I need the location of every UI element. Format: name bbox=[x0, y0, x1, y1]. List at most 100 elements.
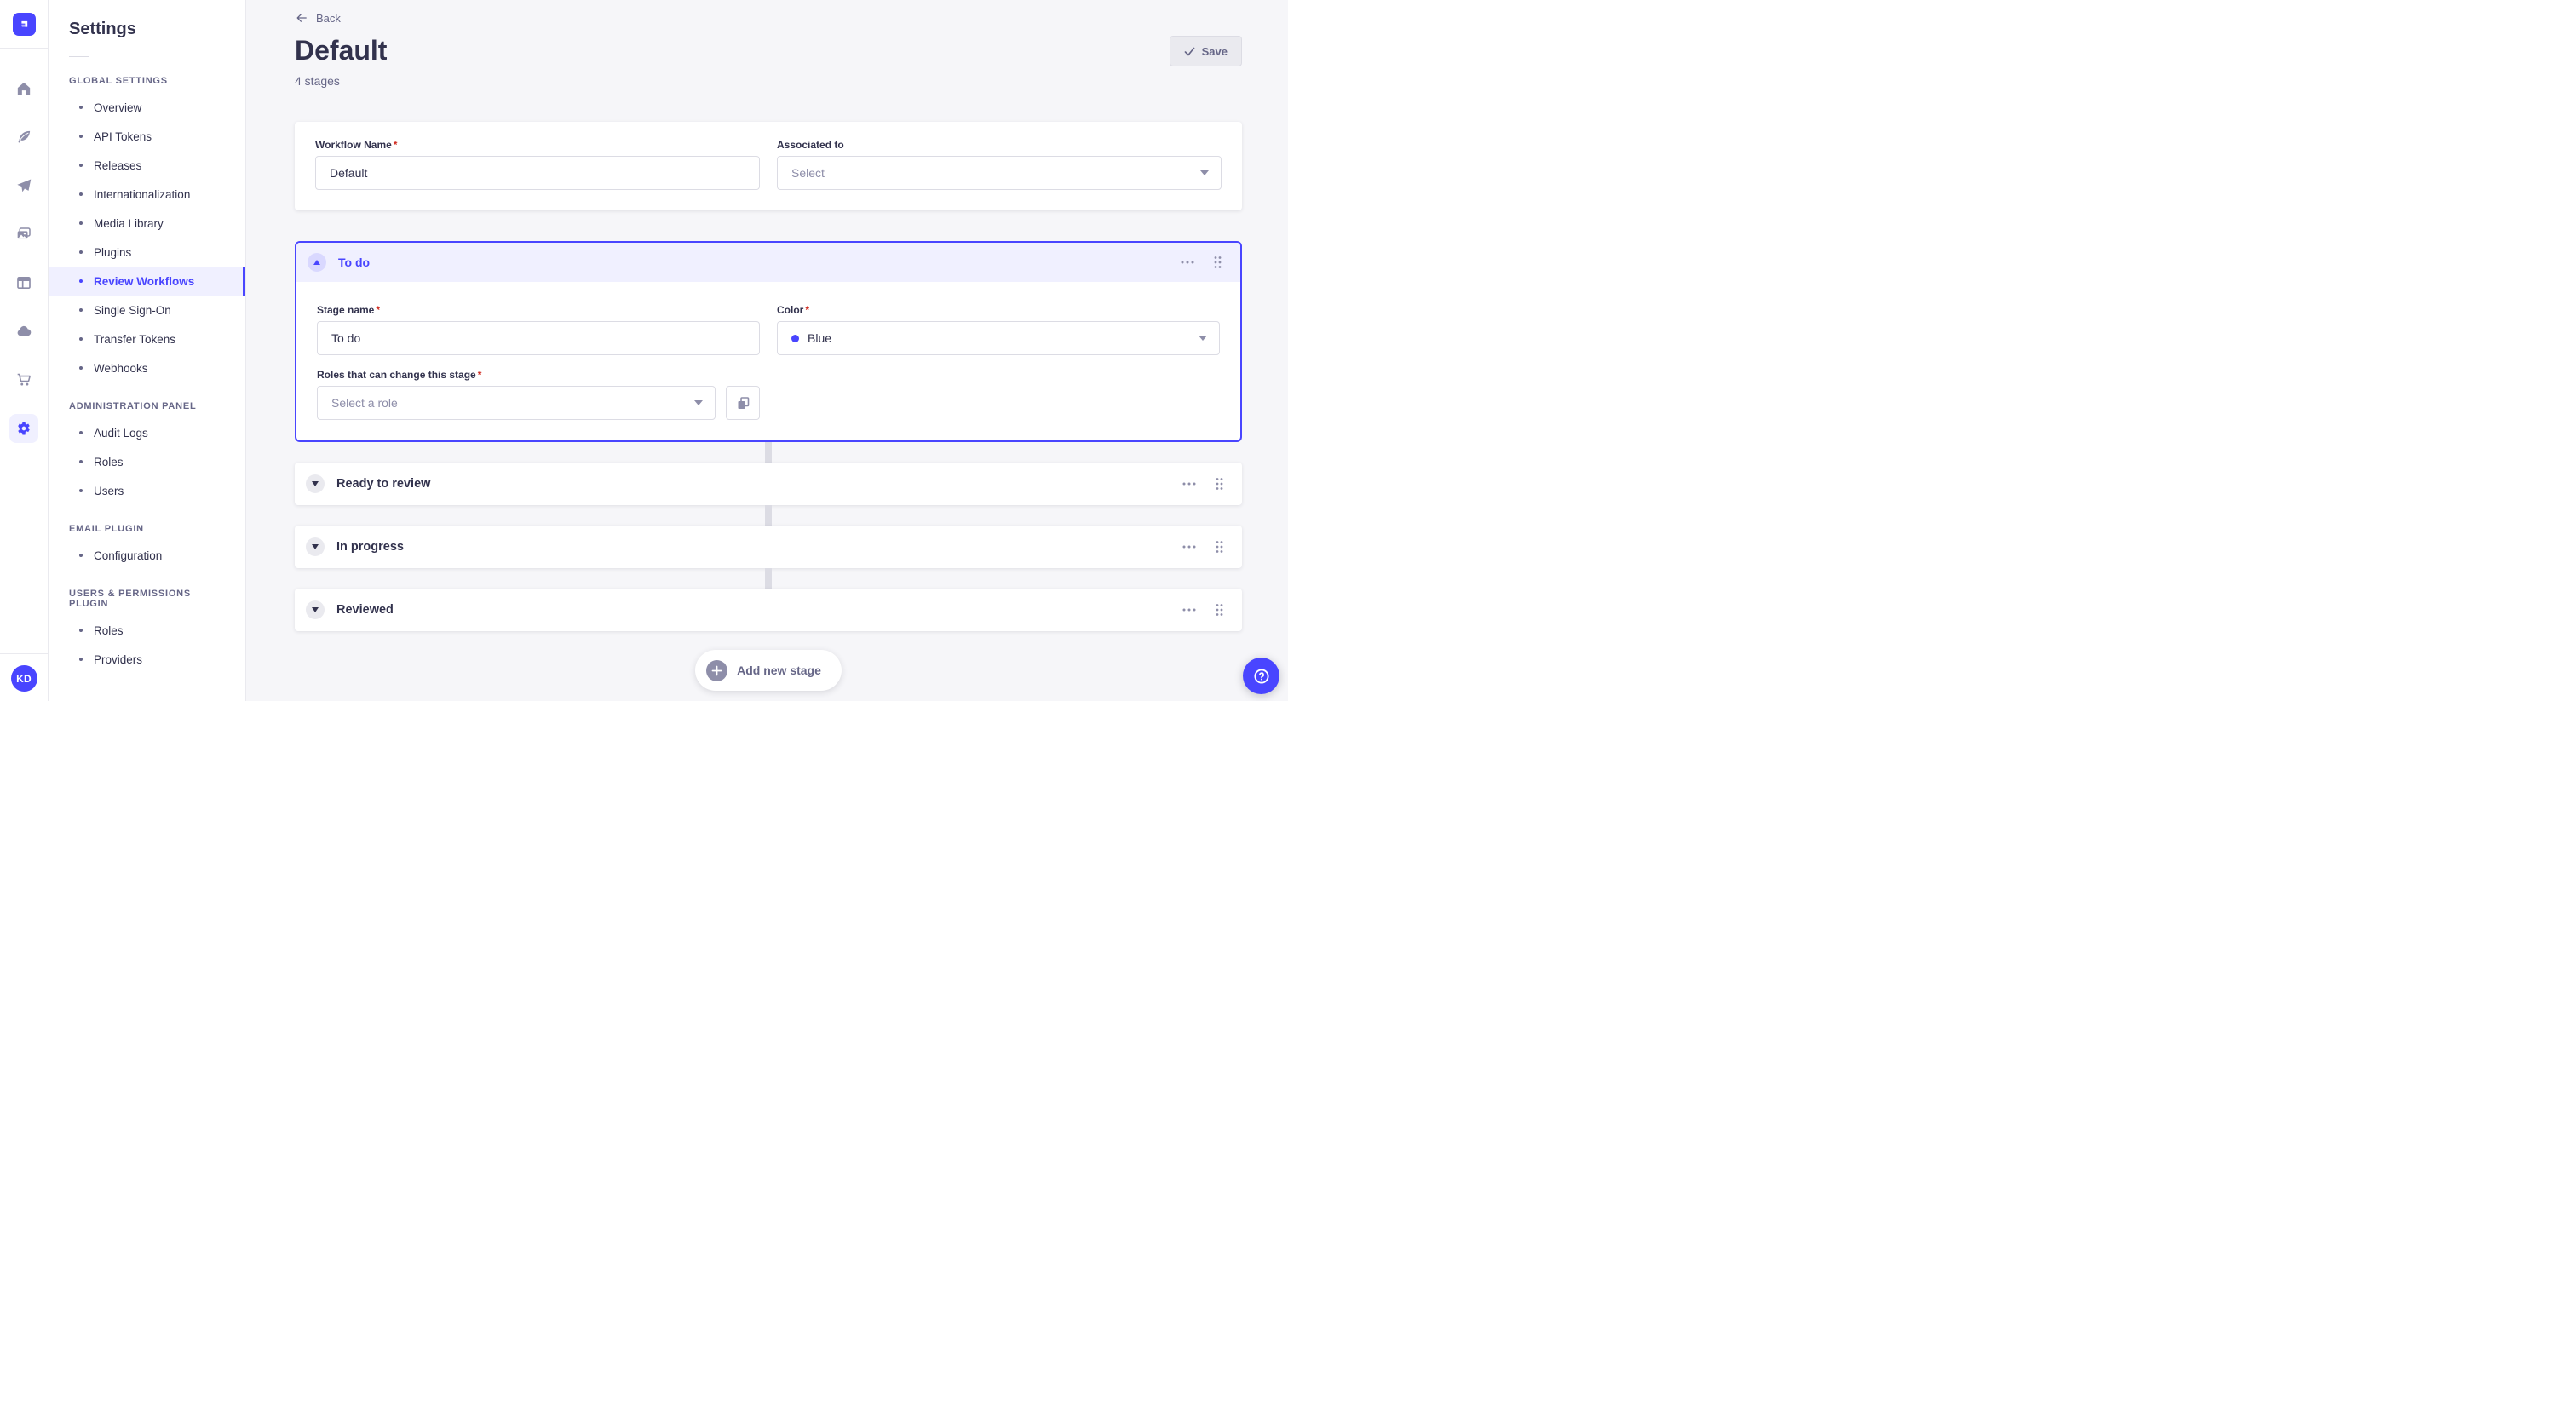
stage-count-subtitle: 4 stages bbox=[295, 74, 340, 88]
roles-placeholder: Select a role bbox=[331, 396, 398, 410]
section-label-email-plugin: EMAIL PLUGIN bbox=[69, 524, 144, 534]
settings-gear-icon[interactable] bbox=[9, 414, 38, 443]
sidebar-item-label: Audit Logs bbox=[94, 426, 148, 440]
stage-name-label: Stage name * bbox=[317, 304, 381, 316]
drag-handle[interactable] bbox=[1214, 602, 1225, 618]
sidebar-item-label: Roles bbox=[94, 455, 124, 468]
strapi-logo-icon[interactable] bbox=[12, 12, 36, 36]
associated-to-label: Associated to bbox=[777, 139, 844, 151]
user-avatar[interactable]: KD bbox=[10, 665, 37, 692]
paper-plane-icon[interactable] bbox=[9, 171, 38, 200]
stage-title: In progress bbox=[336, 540, 404, 554]
bullet-icon bbox=[79, 366, 83, 370]
roles-select[interactable]: Select a role bbox=[317, 386, 716, 420]
sidebar-item-overview[interactable]: Overview bbox=[49, 93, 245, 122]
drag-handle[interactable] bbox=[1212, 255, 1223, 270]
sidebar-item-plugins[interactable]: Plugins bbox=[49, 238, 245, 267]
bullet-icon bbox=[79, 554, 83, 557]
bullet-icon bbox=[79, 221, 83, 225]
stage-options-button[interactable] bbox=[1182, 477, 1197, 491]
sidebar-item-configuration[interactable]: Configuration bbox=[49, 541, 245, 570]
stage-title: Reviewed bbox=[336, 603, 394, 617]
expand-stage-button[interactable] bbox=[306, 474, 325, 493]
stage-connector bbox=[765, 568, 772, 589]
sidebar-item-review-workflows[interactable]: Review Workflows bbox=[49, 267, 245, 296]
required-asterisk: * bbox=[477, 369, 482, 381]
color-dot-blue bbox=[791, 334, 799, 342]
section-label-users-permissions-plugin: USERS & PERMISSIONS PLUGIN bbox=[69, 589, 191, 609]
sidebar-item-users[interactable]: Users bbox=[49, 476, 245, 505]
sidebar-item-label: Review Workflows bbox=[94, 274, 195, 288]
ellipsis-icon bbox=[1181, 261, 1194, 264]
stage-options-button[interactable] bbox=[1182, 603, 1197, 617]
settings-sidebar: Settings GLOBAL SETTINGS Overview API To… bbox=[49, 0, 246, 701]
sidebar-item-label: Configuration bbox=[94, 549, 163, 562]
sidebar-item-api-tokens[interactable]: API Tokens bbox=[49, 122, 245, 151]
bullet-icon bbox=[79, 106, 83, 109]
active-indicator-bar bbox=[243, 267, 245, 296]
drag-handle[interactable] bbox=[1214, 539, 1225, 554]
stage-title: To do bbox=[338, 256, 371, 269]
sidebar-item-audit-logs[interactable]: Audit Logs bbox=[49, 418, 245, 447]
required-asterisk: * bbox=[393, 139, 398, 151]
stage-connector bbox=[765, 442, 772, 463]
workflow-name-input[interactable] bbox=[315, 156, 760, 190]
sidebar-item-transfer-tokens[interactable]: Transfer Tokens bbox=[49, 325, 245, 353]
media-library-icon[interactable] bbox=[9, 220, 38, 249]
sidebar-item-media-library[interactable]: Media Library bbox=[49, 209, 245, 238]
stage-options-button[interactable] bbox=[1180, 256, 1195, 269]
stage-options-button[interactable] bbox=[1182, 540, 1197, 554]
bullet-icon bbox=[79, 337, 83, 341]
sidebar-item-label: Webhooks bbox=[94, 361, 148, 375]
sidebar-item-webhooks[interactable]: Webhooks bbox=[49, 353, 245, 382]
drag-handle[interactable] bbox=[1214, 476, 1225, 491]
sidebar-item-single-sign-on[interactable]: Single Sign-On bbox=[49, 296, 245, 325]
layout-icon[interactable] bbox=[9, 268, 38, 297]
chevron-down-icon bbox=[1199, 336, 1207, 341]
required-asterisk: * bbox=[376, 304, 381, 316]
sidebar-item-label: Users bbox=[94, 484, 124, 497]
sidebar-item-admin-roles[interactable]: Roles bbox=[49, 447, 245, 476]
expand-stage-button[interactable] bbox=[306, 537, 325, 556]
add-new-stage-button[interactable]: Add new stage bbox=[695, 650, 842, 691]
marketplace-cart-icon[interactable] bbox=[9, 365, 38, 394]
sidebar-item-up-roles[interactable]: Roles bbox=[49, 616, 245, 645]
expand-stage-button[interactable] bbox=[306, 600, 325, 619]
collapse-stage-button[interactable] bbox=[308, 253, 326, 272]
page-title: Default bbox=[295, 35, 388, 66]
bullet-icon bbox=[79, 279, 83, 283]
bullet-icon bbox=[79, 629, 83, 632]
sidebar-item-releases[interactable]: Releases bbox=[49, 151, 245, 180]
sidebar-item-providers[interactable]: Providers bbox=[49, 645, 245, 674]
bullet-icon bbox=[79, 431, 83, 434]
strapi-logo-glyph bbox=[20, 20, 27, 27]
cloud-icon[interactable] bbox=[9, 317, 38, 346]
bullet-icon bbox=[79, 164, 83, 167]
sidebar-item-internationalization[interactable]: Internationalization bbox=[49, 180, 245, 209]
save-button[interactable]: Save bbox=[1169, 36, 1242, 66]
rail-icon-list bbox=[9, 74, 38, 443]
back-label: Back bbox=[316, 11, 341, 25]
color-label: Color * bbox=[777, 304, 810, 316]
duplicate-stage-button[interactable] bbox=[726, 386, 760, 420]
back-link[interactable]: Back bbox=[295, 0, 341, 25]
save-label: Save bbox=[1201, 44, 1228, 58]
duplicate-icon bbox=[738, 396, 749, 409]
sidebar-title: Settings bbox=[69, 20, 136, 38]
stage-row-ready-to-review: Ready to review bbox=[295, 463, 1242, 505]
stage-name-input[interactable] bbox=[317, 321, 760, 355]
associated-to-select[interactable]: Select bbox=[777, 156, 1222, 190]
bullet-icon bbox=[79, 250, 83, 254]
ellipsis-icon bbox=[1182, 545, 1196, 549]
sidebar-item-label: Releases bbox=[94, 158, 142, 172]
drag-handle-icon bbox=[1216, 541, 1223, 553]
sidebar-divider bbox=[69, 56, 89, 57]
sidebar-item-label: Overview bbox=[94, 101, 142, 114]
sidebar-item-label: Internationalization bbox=[94, 187, 191, 201]
home-icon[interactable] bbox=[9, 74, 38, 103]
associated-to-placeholder: Select bbox=[791, 166, 825, 180]
stage-row-in-progress: In progress bbox=[295, 526, 1242, 568]
color-select[interactable]: Blue bbox=[777, 321, 1220, 355]
help-button[interactable] bbox=[1243, 658, 1279, 694]
content-feather-icon[interactable] bbox=[9, 123, 38, 152]
